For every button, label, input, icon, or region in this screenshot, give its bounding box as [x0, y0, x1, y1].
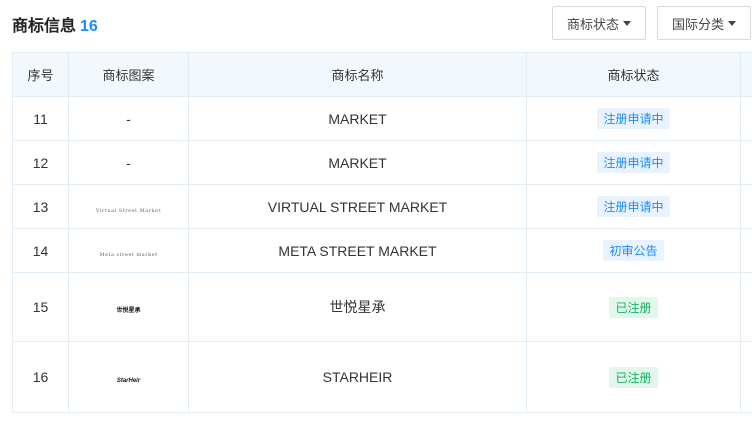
table-header: 序号 商标图案 商标名称 商标状态 — [12, 52, 752, 97]
row-number: 16 — [12, 341, 69, 413]
row-number: 14 — [12, 228, 69, 273]
trademark-name[interactable]: MARKET — [188, 140, 527, 185]
table-row[interactable]: 11 - MARKET 注册申请中 — [12, 96, 752, 141]
row-extra-cell — [740, 272, 752, 342]
status-badge: 已注册 — [609, 366, 658, 388]
col-header-no: 序号 — [12, 52, 69, 97]
logo-image: StarHeir — [116, 378, 141, 384]
status-badge: 注册申请中 — [597, 108, 670, 129]
status-badge: 已注册 — [609, 296, 658, 318]
trademark-count: 16 — [80, 18, 98, 35]
row-extra-cell — [740, 228, 752, 273]
trademark-table: 序号 商标图案 商标名称 商标状态 11 - MARKET 注册申请中 12 -… — [12, 52, 752, 413]
row-number: 12 — [12, 140, 69, 185]
col-header-name: 商标名称 — [188, 52, 527, 97]
status-filter-dropdown[interactable]: 商标状态 — [552, 6, 646, 40]
col-header-logo: 商标图案 — [68, 52, 189, 97]
logo-image: - — [126, 110, 131, 127]
row-number: 15 — [12, 272, 69, 342]
status-badge: 注册申请中 — [597, 196, 670, 217]
table-row[interactable]: 13 Virtual Street Market VIRTUAL STREET … — [12, 184, 752, 229]
logo-image: Meta street market — [99, 251, 158, 258]
trademark-logo: Virtual Street Market — [68, 184, 189, 229]
table-row[interactable]: 15 世悦星承 世悦星承 已注册 — [12, 272, 752, 342]
trademark-logo: 世悦星承 — [68, 272, 189, 342]
row-extra-cell — [740, 96, 752, 141]
trademark-name[interactable]: STARHEIR — [188, 341, 527, 413]
table-row[interactable]: 16 StarHeir STARHEIR 已注册 — [12, 341, 752, 413]
title-text: 商标信息 — [12, 18, 77, 35]
trademark-logo: - — [68, 96, 189, 141]
col-header-status: 商标状态 — [526, 52, 741, 97]
status-badge: 初审公告 — [603, 240, 664, 261]
status-filter-label: 商标状态 — [566, 16, 619, 32]
trademark-name[interactable]: VIRTUAL STREET MARKET — [188, 184, 527, 229]
status-badge: 注册申请中 — [597, 152, 670, 173]
row-extra-cell — [740, 184, 752, 229]
row-extra-cell — [740, 140, 752, 185]
logo-image: 世悦星承 — [116, 308, 141, 314]
class-filter-label: 国际分类 — [671, 16, 724, 32]
row-extra-cell — [740, 341, 752, 413]
trademark-logo: StarHeir — [68, 341, 189, 413]
trademark-name[interactable]: META STREET MARKET — [188, 228, 527, 273]
caret-down-icon — [728, 20, 736, 26]
trademark-status: 注册申请中 — [526, 96, 741, 141]
class-filter-dropdown[interactable]: 国际分类 — [657, 6, 751, 40]
trademark-name[interactable]: 世悦星承 — [188, 272, 527, 342]
logo-image: - — [126, 154, 131, 171]
section-title: 商标信息 16 — [12, 12, 98, 36]
trademark-status: 已注册 — [526, 272, 741, 342]
trademark-status: 已注册 — [526, 341, 741, 413]
trademark-logo: - — [68, 140, 189, 185]
table-row[interactable]: 12 - MARKET 注册申请中 — [12, 140, 752, 185]
trademark-logo: Meta street market — [68, 228, 189, 273]
trademark-status: 注册申请中 — [526, 140, 741, 185]
trademark-name[interactable]: MARKET — [188, 96, 527, 141]
caret-down-icon — [623, 20, 631, 26]
row-number: 13 — [12, 184, 69, 229]
row-number: 11 — [12, 96, 69, 141]
trademark-status: 初审公告 — [526, 228, 741, 273]
table-row[interactable]: 14 Meta street market META STREET MARKET… — [12, 228, 752, 273]
col-header-extra — [740, 52, 752, 97]
trademark-status: 注册申请中 — [526, 184, 741, 229]
logo-image: Virtual Street Market — [95, 207, 162, 214]
